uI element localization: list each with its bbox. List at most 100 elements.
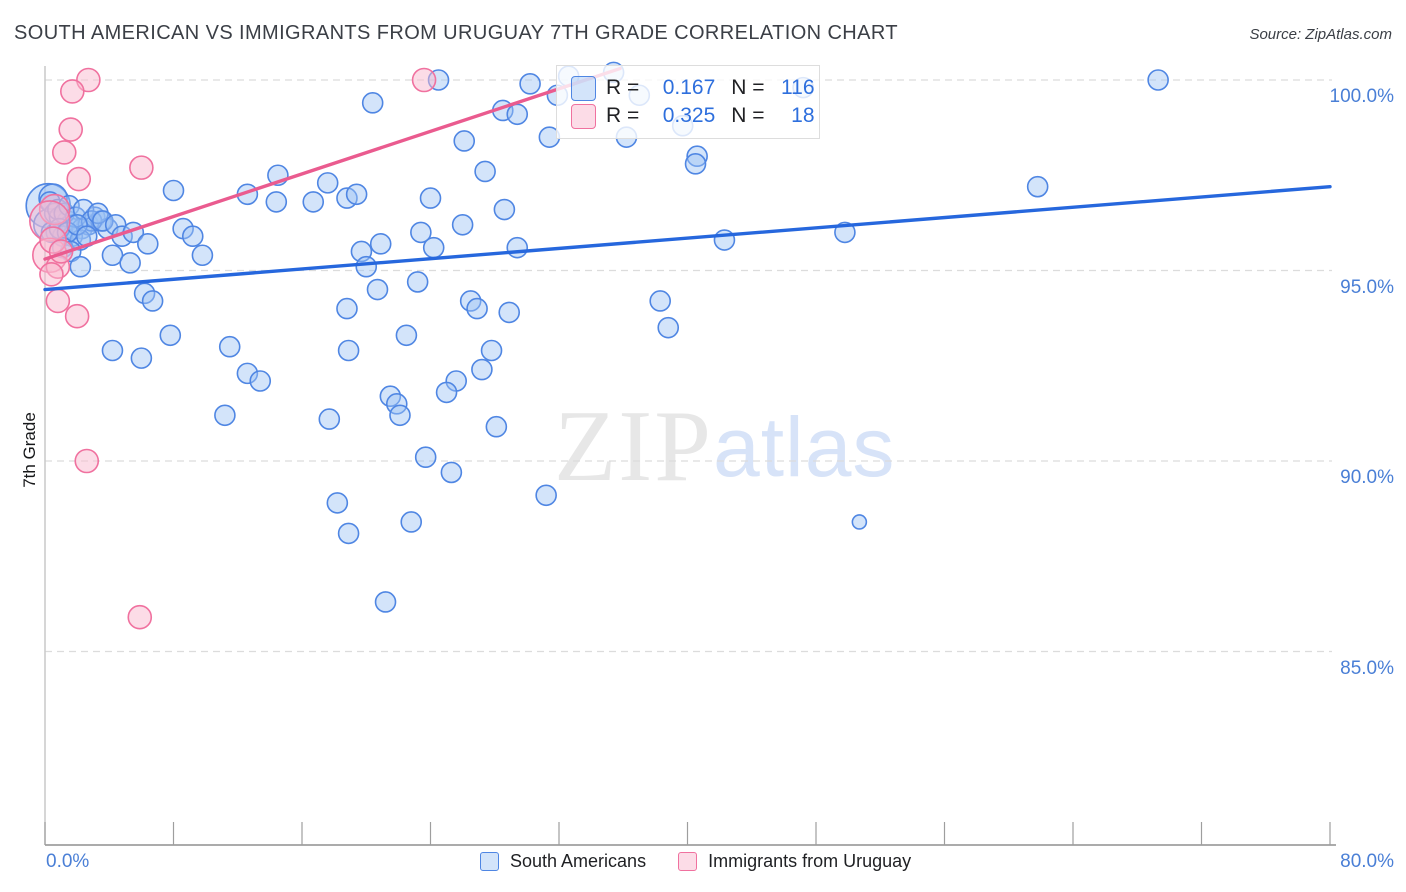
scatter-point-blue bbox=[410, 221, 432, 244]
series-legend-label: South Americans bbox=[510, 851, 647, 871]
scatter-point-blue bbox=[366, 278, 389, 301]
series-swatch-icon bbox=[678, 852, 698, 871]
scatter-point-blue bbox=[159, 324, 182, 347]
legend-label: N = bbox=[731, 76, 765, 99]
scatter-point-pink bbox=[60, 79, 85, 104]
scatter-point-blue bbox=[326, 492, 349, 514]
scatter-point-blue bbox=[337, 522, 360, 545]
scatter-point-blue bbox=[374, 591, 397, 613]
scatter-point-blue bbox=[400, 511, 423, 533]
scatter-point-blue bbox=[137, 233, 159, 255]
scatter-point-pink bbox=[58, 117, 83, 142]
scatter-point-blue bbox=[336, 297, 358, 320]
scatter-point-blue bbox=[249, 370, 272, 392]
series-legend: South Americans Immigrants from Uruguay bbox=[480, 851, 911, 872]
series-swatch-icon bbox=[480, 852, 499, 871]
scatter-point-blue bbox=[480, 339, 503, 362]
scatter-point-blue bbox=[119, 252, 141, 274]
scatter-point-pink bbox=[64, 303, 90, 329]
scatter-point-blue bbox=[395, 324, 418, 347]
correlation-legend: R = 0.167 N = 116 R = 0.325 N = 18 bbox=[556, 65, 820, 139]
legend-swatch-icon bbox=[571, 103, 596, 129]
scatter-point-blue bbox=[506, 236, 529, 259]
scatter-point-blue bbox=[649, 290, 671, 312]
scatter-point-blue bbox=[1026, 175, 1049, 198]
scatter-point-blue bbox=[474, 160, 496, 183]
scatter-point-blue bbox=[133, 282, 156, 305]
scatter-point-pink bbox=[45, 288, 71, 314]
scatter-point-blue bbox=[162, 179, 185, 202]
y-axis-label: 85.0% bbox=[1340, 657, 1394, 679]
series-legend-item: Immigrants from Uruguay bbox=[678, 851, 911, 872]
scatter-point-blue bbox=[485, 415, 508, 438]
legend-label: N = bbox=[731, 104, 765, 127]
scatter-point-blue bbox=[69, 255, 92, 278]
r-value: 0.167 bbox=[662, 76, 716, 99]
series-legend-item: South Americans bbox=[480, 851, 646, 872]
scatter-point-blue bbox=[101, 244, 124, 267]
legend-row: R = 0.325 N = 18 bbox=[557, 103, 819, 129]
scatter-point-pink bbox=[129, 155, 154, 180]
scatter-point-blue bbox=[440, 461, 463, 484]
source-credit: Source: ZipAtlas.com bbox=[1249, 26, 1392, 43]
trend-line-immigrants-from-uruguay bbox=[43, 66, 622, 261]
scatter-point-blue bbox=[345, 183, 368, 206]
legend-label: R = bbox=[606, 104, 640, 127]
trend-line-south-americans bbox=[43, 184, 1332, 292]
scatter-point-blue bbox=[451, 213, 474, 236]
scatter-point-blue bbox=[337, 339, 360, 362]
series-legend-label: Immigrants from Uruguay bbox=[708, 851, 912, 871]
scatter-point-blue bbox=[236, 362, 259, 385]
scatter-point-blue bbox=[389, 404, 411, 427]
scatter-point-blue bbox=[535, 484, 557, 507]
scatter-point-blue bbox=[466, 297, 488, 320]
scatter-point-pink bbox=[66, 166, 92, 192]
n-value: 18 bbox=[791, 104, 815, 127]
scatter-point-blue bbox=[453, 130, 476, 152]
scatter-point-blue bbox=[684, 153, 707, 175]
scatter-point-blue bbox=[406, 271, 429, 293]
page-title: SOUTH AMERICAN VS IMMIGRANTS FROM URUGUA… bbox=[14, 22, 898, 44]
scatter-point-blue bbox=[1147, 69, 1169, 91]
scatter-point-blue bbox=[218, 335, 241, 358]
scatter-point-blue bbox=[414, 446, 437, 468]
scatter-point-pink bbox=[51, 140, 77, 165]
y-axis-label: 90.0% bbox=[1340, 467, 1394, 488]
scatter-point-blue bbox=[471, 358, 493, 381]
scatter-point-blue bbox=[181, 225, 204, 248]
x-axis-label-min: 0.0% bbox=[46, 851, 90, 872]
scatter-point-blue bbox=[130, 347, 153, 369]
scatter-point-blue bbox=[506, 103, 529, 126]
scatter-point-blue bbox=[519, 73, 541, 95]
scatter-point-blue bbox=[318, 408, 341, 430]
scatter-point-blue bbox=[101, 339, 124, 362]
scatter-point-blue bbox=[686, 145, 708, 167]
legend-row: R = 0.167 N = 116 bbox=[557, 75, 819, 101]
y-axis-label: 100.0% bbox=[1329, 86, 1394, 107]
x-axis-label-max: 80.0% bbox=[1340, 851, 1394, 872]
scatter-point-blue bbox=[493, 198, 516, 221]
scatter-point-blue bbox=[851, 514, 868, 530]
scatter-point-blue bbox=[302, 191, 325, 213]
scatter-point-blue bbox=[355, 255, 378, 278]
scatter-point-blue bbox=[435, 381, 458, 404]
scatter-point-blue bbox=[191, 244, 214, 267]
scatter-point-blue bbox=[419, 187, 442, 209]
scatter-point-blue bbox=[498, 301, 521, 324]
legend-label: R = bbox=[606, 76, 640, 99]
scatter-point-blue bbox=[422, 236, 445, 259]
scatter-point-blue bbox=[361, 92, 384, 114]
scatter-point-blue bbox=[657, 316, 680, 339]
scatter-point-pink bbox=[74, 448, 100, 474]
scatter-point-blue bbox=[265, 191, 288, 213]
y-axis-label: 95.0% bbox=[1340, 276, 1394, 298]
scatter-point-pink bbox=[39, 262, 64, 287]
r-value: 0.325 bbox=[662, 104, 716, 127]
scatter-point-blue bbox=[316, 172, 339, 194]
scatter-point-blue bbox=[214, 404, 236, 427]
scatter-point-blue bbox=[141, 290, 164, 312]
scatter-point-blue bbox=[369, 233, 392, 255]
scatter-point-blue bbox=[92, 210, 114, 232]
